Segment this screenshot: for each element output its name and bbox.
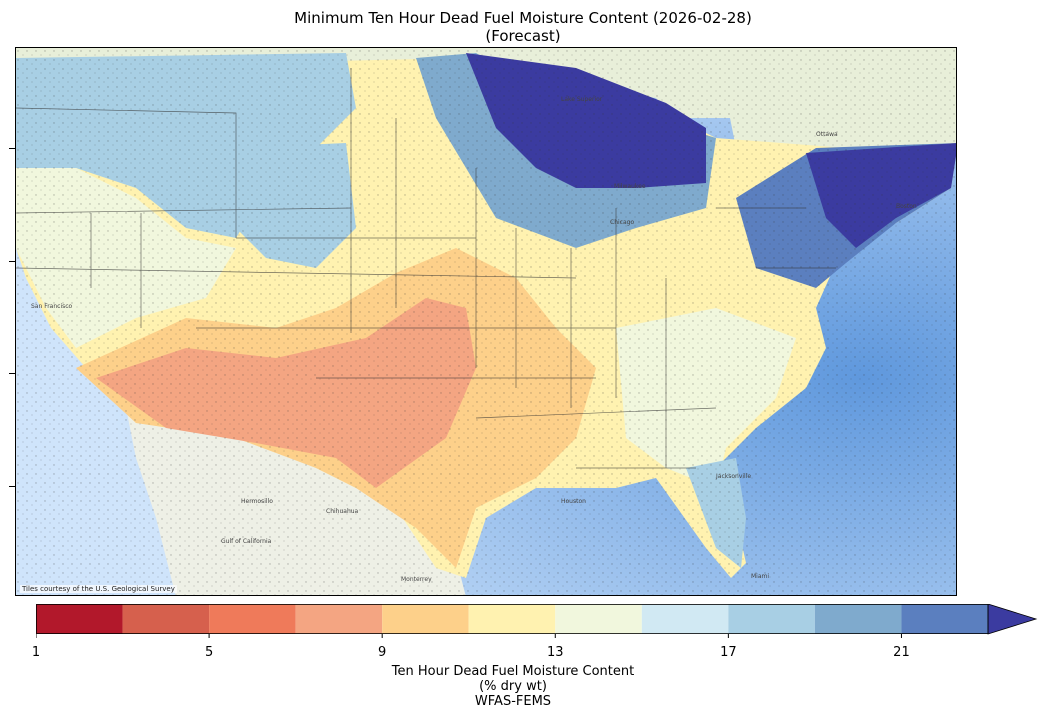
title-line-1: Minimum Ten Hour Dead Fuel Moisture Cont… [294,9,752,27]
fuel-moisture-layer [16,48,956,595]
colorbar-tick-label: 1 [31,645,41,660]
label-jacksonville: Jacksonville [715,473,751,480]
colorbar-tick-label: 9 [378,645,387,660]
state-borders [16,68,836,469]
label-gulf-of-california: Gulf of California [221,538,272,545]
colorbar-block-1 [122,604,210,634]
fuel-moisture-map[interactable]: Lake Superior Ottawa Boston Milwaukee Ch… [16,48,957,596]
label-ottawa: Ottawa [816,131,838,138]
y-tick [9,373,15,374]
colorbar-extend-arrow [987,604,1038,635]
y-tick [9,261,15,262]
label-monterrey: Monterrey [401,576,432,583]
label-lake-superior: Lake Superior [561,96,603,103]
colorbar-block-5 [468,604,556,634]
colorbar-tick-label: 21 [893,645,910,660]
colorbar-block-10 [901,604,988,634]
title-line-2: (Forecast) [485,27,561,45]
chart-title: Minimum Ten Hour Dead Fuel Moisture Cont… [0,9,1046,45]
colorbar-tick-label: 5 [204,645,214,660]
colorbar-block-4 [382,604,469,634]
colorbar-block-8 [728,604,815,634]
colorbar [36,604,1038,638]
label-san-francisco: San Francisco [31,303,73,310]
y-tick [9,486,15,487]
colorbar-block-6 [555,604,642,634]
colorbar-label-line-3: WFAS-FEMS [474,694,552,709]
station-dots [16,48,956,595]
map-panel[interactable]: Lake Superior Ottawa Boston Milwaukee Ch… [15,47,957,596]
colorbar-label-line-2: (% dry wt) [479,679,547,694]
colorbar-label-line-1: Ten Hour Dead Fuel Moisture Content [391,664,635,679]
colorbar-outline [36,604,989,634]
colorbar-tick-label: 17 [720,645,737,660]
label-miami: Miami [751,573,769,580]
map-labels: Lake Superior Ottawa Boston Milwaukee Ch… [31,96,917,583]
colorbar-block-0 [36,604,123,634]
colorbar-tick-label: 13 [546,645,564,660]
colorbar-block-3 [295,604,383,634]
label-milwaukee: Milwaukee [614,183,646,190]
label-chihuahua: Chihuahua [326,508,359,515]
colorbar-ticks [36,634,902,638]
label-hermosillo: Hermosillo [241,498,273,505]
colorbar-blocks [36,604,1038,635]
label-chicago: Chicago [610,219,634,226]
label-houston: Houston [561,498,586,505]
y-tick [9,148,15,149]
colorbar-title: Ten Hour Dead Fuel Moisture Content (% d… [0,664,1026,709]
colorbar-block-2 [209,604,296,634]
colorbar-block-9 [814,604,902,634]
tile-attribution: Tiles courtesy of the U.S. Geological Su… [20,585,177,593]
label-boston: Boston [896,203,917,210]
colorbar-tick-labels: 1 5 9 13 17 21 [0,645,1046,661]
colorbar-block-7 [641,604,729,634]
